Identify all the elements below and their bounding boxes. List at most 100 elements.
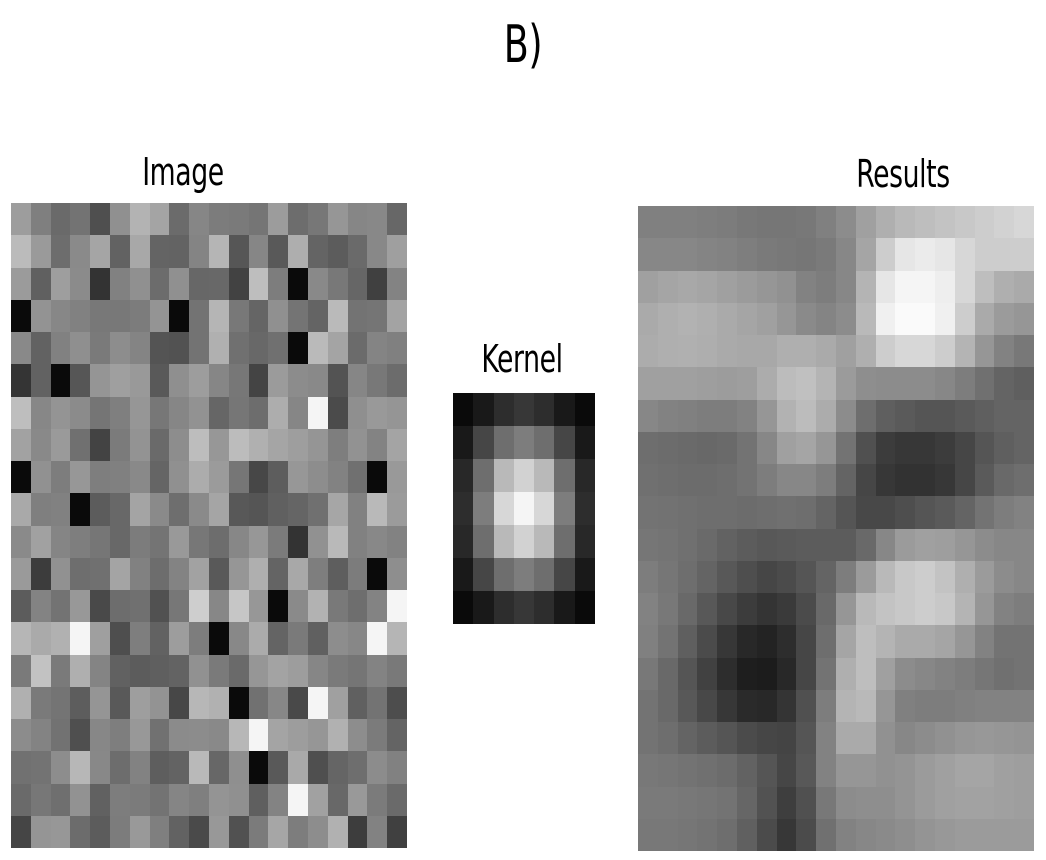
image-pixel (208, 332, 229, 365)
image-pixel (189, 751, 209, 784)
results-pixel (697, 560, 718, 593)
image-pixel (50, 364, 71, 397)
image-pixel (307, 428, 328, 461)
image-pixel (11, 557, 31, 590)
results-pixel (1014, 270, 1034, 303)
image-pixel (248, 525, 269, 558)
image-pixel (90, 557, 110, 590)
kernel-pixel (493, 426, 514, 459)
results-pixel (895, 657, 916, 690)
results-pixel (756, 560, 777, 593)
image-pixel (208, 654, 229, 687)
results-pixel (756, 399, 777, 432)
kernel-pixel (473, 492, 494, 525)
image-pixel (268, 783, 289, 816)
image-pixel (109, 815, 130, 848)
image-pixel (347, 235, 368, 268)
kernel-pixel (513, 558, 535, 591)
image-pixel (387, 493, 407, 526)
results-pixel (736, 335, 757, 368)
results-pixel (895, 335, 916, 368)
results-pixel (855, 496, 876, 529)
results-pixel (677, 496, 698, 529)
image-pixel (327, 815, 348, 848)
results-pixel (1014, 238, 1034, 271)
image-pixel (129, 461, 150, 494)
image-pixel (149, 396, 170, 429)
results-pixel (934, 270, 955, 303)
image-pixel (268, 428, 289, 461)
results-pixel (776, 625, 797, 658)
image-pixel (228, 686, 249, 719)
image-pixel (189, 396, 209, 429)
image-pixel (50, 525, 71, 558)
results-pixel (677, 689, 698, 722)
image-pixel (367, 622, 388, 655)
results-pixel (855, 464, 876, 497)
image-pixel (248, 751, 269, 784)
results-pixel (816, 722, 836, 755)
results-pixel (875, 302, 896, 335)
results-pixel (1014, 625, 1034, 658)
image-pixel (288, 493, 308, 526)
image-pixel (367, 299, 388, 332)
image-pixel (30, 332, 51, 365)
image-pixel (11, 428, 31, 461)
image-pixel (70, 751, 91, 784)
image-pixel (189, 235, 209, 268)
results-pixel (638, 625, 658, 658)
results-pixel (677, 657, 698, 690)
image-pixel (109, 622, 130, 655)
results-pixel (697, 754, 718, 787)
results-pixel (638, 302, 658, 335)
image-pixel (169, 332, 190, 365)
results-pixel (756, 302, 777, 335)
image-pixel (228, 525, 249, 558)
image-pixel (387, 719, 407, 752)
image-pixel (149, 525, 170, 558)
image-pixel (90, 654, 110, 687)
results-pixel (697, 722, 718, 755)
results-pixel (756, 657, 777, 690)
image-pixel (307, 783, 328, 816)
results-pixel (994, 625, 1015, 658)
results-pixel (796, 818, 817, 851)
image-pixel (30, 493, 51, 526)
image-pixel (70, 525, 91, 558)
image-pixel (347, 299, 368, 332)
image-pixel (208, 622, 229, 655)
results-pixel (657, 754, 678, 787)
image-pixel (30, 719, 51, 752)
kernel-pixel (574, 591, 595, 624)
image-pixel (11, 299, 31, 332)
kernel-pixel (554, 558, 575, 591)
kernel-pixel (473, 393, 494, 426)
results-pixel (835, 689, 856, 722)
results-pixel (697, 431, 718, 464)
results-pixel (638, 496, 658, 529)
results-pixel (855, 722, 876, 755)
results-pixel (816, 431, 836, 464)
results-pixel (934, 722, 955, 755)
results-pixel (835, 786, 856, 819)
image-pixel (90, 203, 110, 236)
results-pixel (934, 560, 955, 593)
image-pixel (70, 493, 91, 526)
image-pixel (149, 364, 170, 397)
results-pixel (776, 754, 797, 787)
image-pixel (387, 622, 407, 655)
image-pixel (387, 654, 407, 687)
results-pixel (638, 431, 658, 464)
results-pixel (796, 754, 817, 787)
results-pixel (994, 818, 1015, 851)
results-pixel (895, 754, 916, 787)
image-pixel (129, 235, 150, 268)
image-pixel (208, 396, 229, 429)
results-pixel (855, 560, 876, 593)
image-pixel (288, 364, 308, 397)
image-pixel (90, 751, 110, 784)
image-pixel (169, 815, 190, 848)
image-pixel (208, 590, 229, 623)
image-pixel (30, 396, 51, 429)
results-pixel (717, 238, 737, 271)
